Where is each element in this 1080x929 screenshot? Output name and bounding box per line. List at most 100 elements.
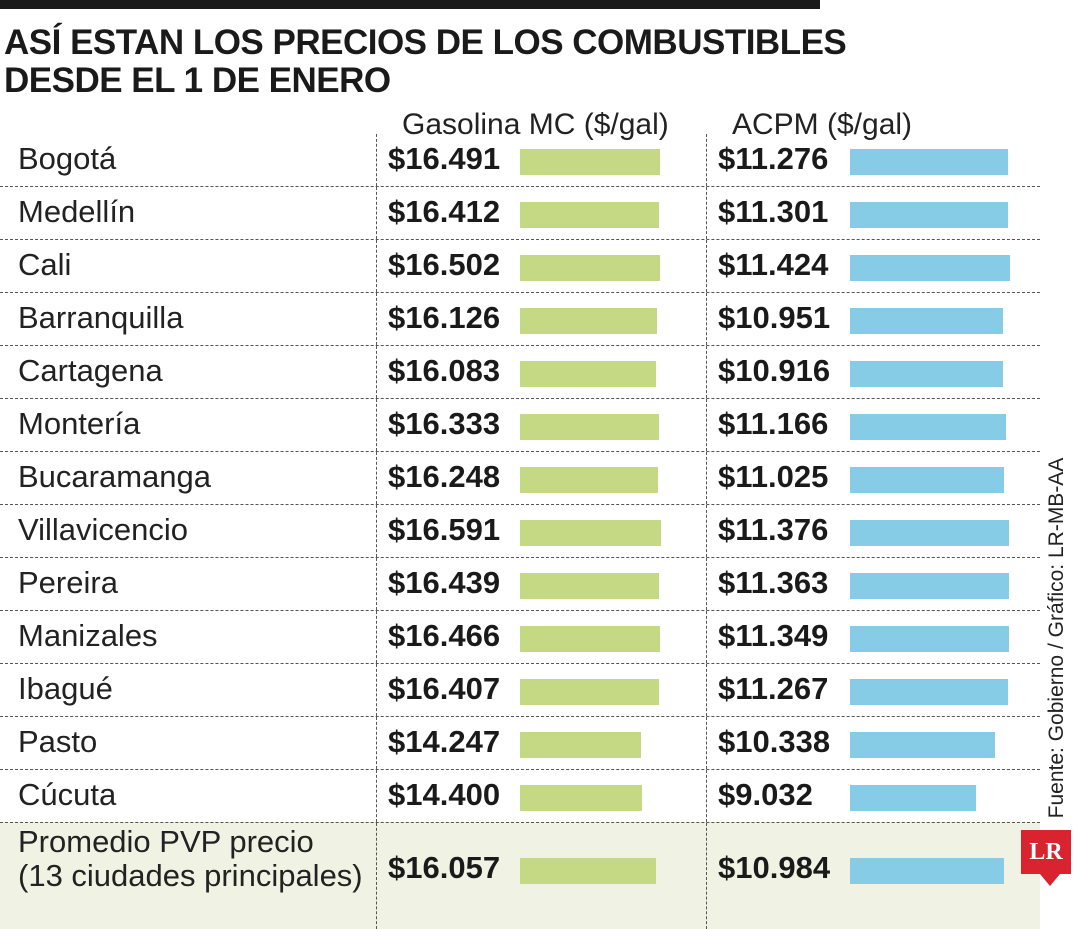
acpm-value: $11.349 (718, 618, 829, 653)
column-divider (706, 452, 707, 504)
gasolina-bar (520, 679, 659, 705)
acpm-bar (850, 255, 1010, 281)
gasolina-bar (520, 414, 659, 440)
average-label-line-1: Promedio PVP precio (18, 824, 314, 859)
column-divider (706, 770, 707, 822)
column-divider (376, 240, 377, 292)
average-label: Promedio PVP precio (13 ciudades principa… (18, 825, 363, 893)
city-label: Cartagena (18, 353, 163, 388)
city-label: Pasto (18, 724, 98, 759)
gasolina-bar (520, 202, 659, 228)
acpm-value: $11.276 (718, 141, 829, 176)
gasolina-bar (520, 149, 660, 175)
column-header-gasolina: Gasolina MC ($/gal) (402, 108, 669, 141)
gasolina-bar (520, 361, 656, 387)
column-divider (376, 452, 377, 504)
acpm-bar (850, 679, 1008, 705)
column-divider (706, 240, 707, 292)
city-label: Cúcuta (18, 777, 117, 812)
title-line-1: ASÍ ESTAN LOS PRECIOS DE LOS COMBUSTIBLE… (4, 23, 847, 62)
acpm-average-value: $10.984 (718, 850, 831, 885)
table-row: Cúcuta $14.400 $9.032 (0, 769, 1040, 822)
table-row: Ibagué $16.407 $11.267 (0, 663, 1040, 716)
column-divider (376, 664, 377, 716)
gasolina-average-bar (520, 858, 656, 884)
source-text: Fuente: Gobierno / Gráfico: LR-MB-AA (1045, 457, 1068, 819)
city-label: Ibagué (18, 671, 113, 706)
gasolina-bar (520, 308, 657, 334)
acpm-value: $11.424 (718, 247, 829, 282)
column-divider (376, 399, 377, 451)
acpm-value: $11.267 (718, 671, 829, 706)
column-divider (376, 611, 377, 663)
acpm-value: $10.338 (718, 724, 831, 759)
gasolina-bar (520, 732, 641, 758)
acpm-bar (850, 202, 1008, 228)
acpm-value: $11.376 (718, 512, 829, 547)
lr-logo: LR (1021, 830, 1071, 874)
acpm-value: $11.025 (718, 459, 829, 494)
acpm-bar (850, 785, 976, 811)
gasolina-value: $16.126 (388, 300, 501, 335)
gasolina-value: $14.400 (388, 777, 501, 812)
acpm-bar (850, 520, 1009, 546)
column-divider (706, 558, 707, 610)
table-row: Barranquilla $16.126 $10.951 (0, 292, 1040, 345)
acpm-value: $10.951 (718, 300, 831, 335)
acpm-average-bar (850, 858, 1004, 884)
column-divider (376, 134, 377, 186)
column-divider (706, 187, 707, 239)
acpm-bar (850, 626, 1009, 652)
gasolina-value: $16.412 (388, 194, 501, 229)
city-label: Medellín (18, 194, 136, 229)
gasolina-bar (520, 573, 659, 599)
table-row: Cali $16.502 $11.424 (0, 239, 1040, 292)
gasolina-bar (520, 520, 661, 546)
city-label: Manizales (18, 618, 158, 653)
column-divider (376, 505, 377, 557)
column-divider (376, 770, 377, 822)
column-divider (706, 717, 707, 769)
table-row: Bucaramanga $16.248 $11.025 (0, 451, 1040, 504)
table-row: Pereira $16.439 $11.363 (0, 557, 1040, 610)
gasolina-value: $16.083 (388, 353, 501, 388)
table-row: Pasto $14.247 $10.338 (0, 716, 1040, 769)
city-label: Bucaramanga (18, 459, 212, 494)
gasolina-value: $16.502 (388, 247, 501, 282)
gasolina-bar (520, 255, 660, 281)
gasolina-bar (520, 785, 642, 811)
table-row: Montería $16.333 $11.166 (0, 398, 1040, 451)
acpm-value: $11.363 (718, 565, 829, 600)
column-divider (706, 134, 707, 186)
acpm-value: $11.301 (718, 194, 829, 229)
acpm-value: $11.166 (718, 406, 829, 441)
acpm-bar (850, 467, 1004, 493)
gasolina-value: $16.466 (388, 618, 501, 653)
column-divider (706, 823, 707, 929)
column-divider (706, 399, 707, 451)
data-table: Bogotá $16.491 $11.276 Medellín $16.412 $11.3… (0, 134, 1040, 929)
gasolina-value: $14.247 (388, 724, 501, 759)
gasolina-bar (520, 467, 658, 493)
gasolina-value: $16.333 (388, 406, 501, 441)
acpm-bar (850, 308, 1003, 334)
city-label: Pereira (18, 565, 118, 600)
table-row: Medellín $16.412 $11.301 (0, 186, 1040, 239)
gasolina-value: $16.248 (388, 459, 501, 494)
gasolina-value: $16.407 (388, 671, 501, 706)
column-divider (706, 293, 707, 345)
gasolina-value: $16.591 (388, 512, 501, 547)
column-divider (706, 346, 707, 398)
column-divider (376, 558, 377, 610)
table-row: Bogotá $16.491 $11.276 (0, 134, 1040, 186)
top-rule (0, 0, 820, 9)
city-label: Barranquilla (18, 300, 184, 335)
table-row: Villavicencio $16.591 $11.376 (0, 504, 1040, 557)
city-label: Montería (18, 406, 141, 441)
average-label-line-2: (13 ciudades principales) (18, 858, 363, 893)
column-divider (376, 346, 377, 398)
acpm-bar (850, 573, 1009, 599)
column-divider (376, 717, 377, 769)
acpm-bar (850, 414, 1006, 440)
acpm-value: $10.916 (718, 353, 831, 388)
